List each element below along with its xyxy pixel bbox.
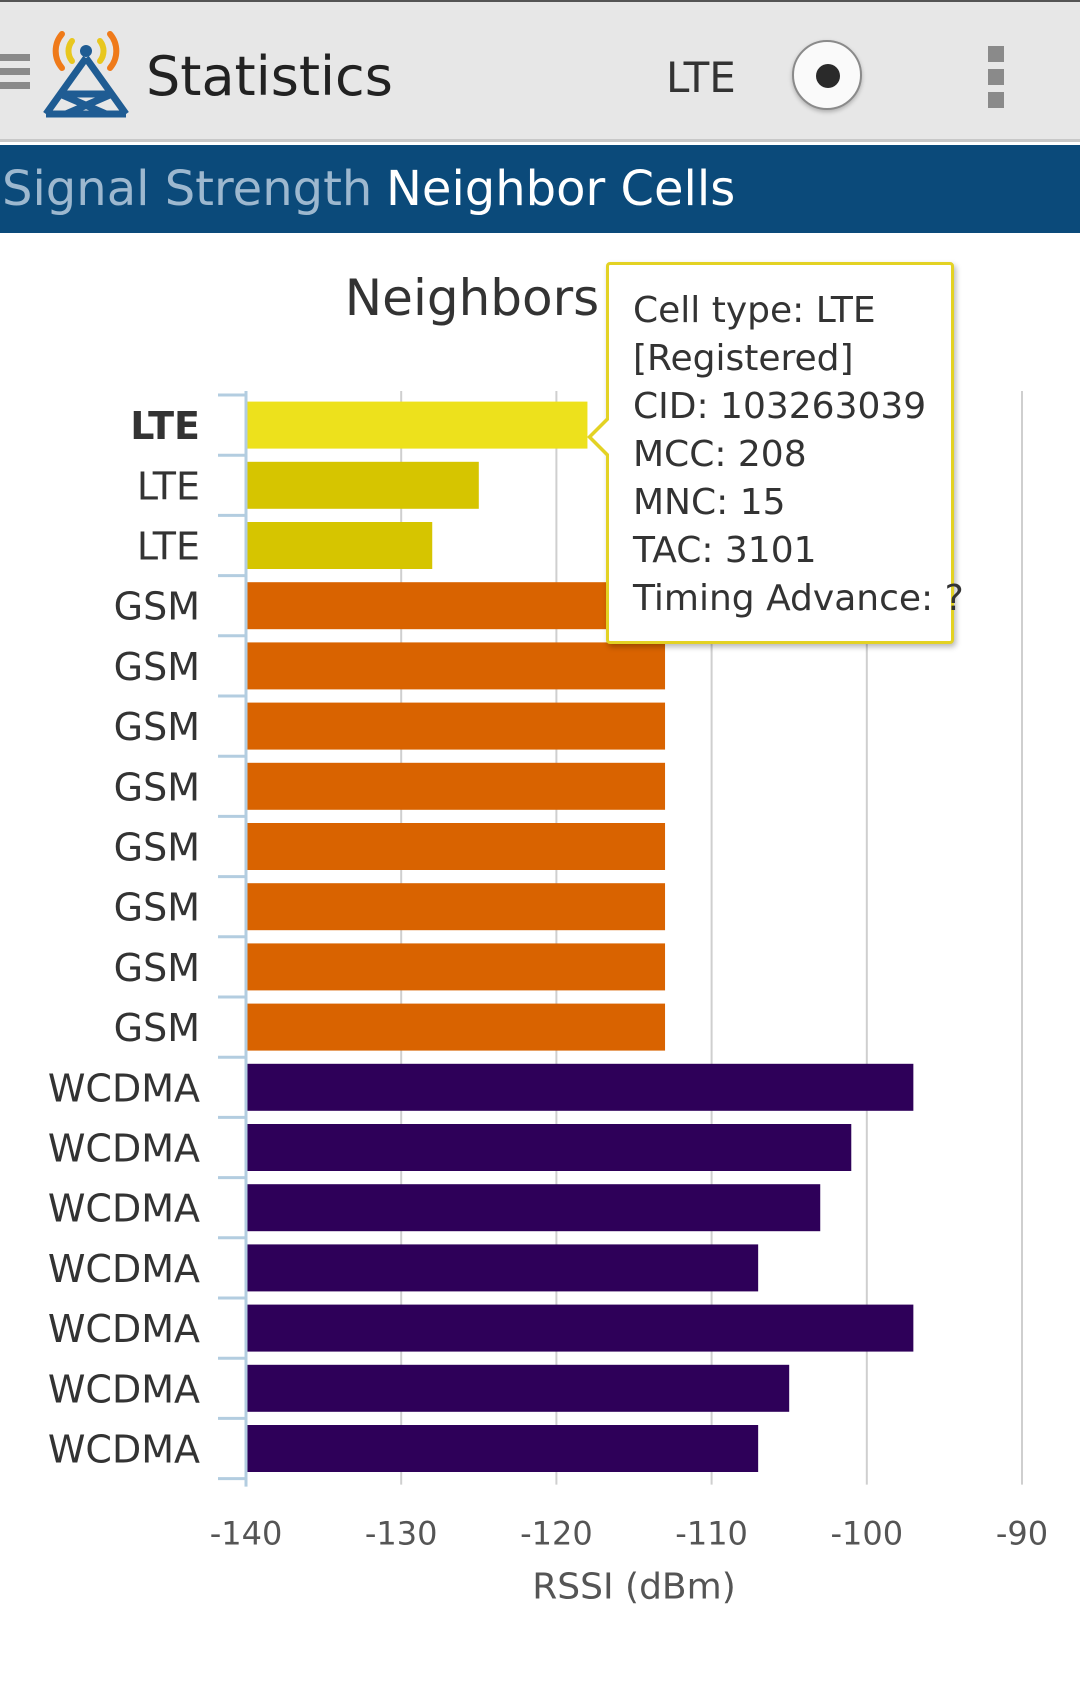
cell-tooltip: Cell type: LTE [Registered] CID: 1032630… — [606, 262, 954, 644]
x-tick-label: -130 — [365, 1515, 438, 1553]
category-label: GSM — [114, 946, 200, 990]
bar — [246, 1425, 758, 1472]
bar — [246, 943, 665, 990]
page-title: Statistics — [146, 42, 393, 112]
bar — [246, 1064, 913, 1111]
category-label: WCDMA — [48, 1187, 200, 1231]
category-label: GSM — [114, 705, 200, 749]
category-label: GSM — [114, 765, 200, 809]
bar — [246, 1124, 851, 1171]
tooltip-timing-advance: Timing Advance: ? — [633, 575, 951, 623]
record-icon — [816, 64, 840, 88]
category-label: WCDMA — [48, 1247, 200, 1291]
x-tick-label: -90 — [996, 1515, 1048, 1553]
tab-bar: Signal Strength Neighbor Cells — [0, 145, 1080, 233]
category-label: GSM — [114, 645, 200, 689]
tooltip-tac: TAC: 3101 — [633, 527, 951, 575]
category-label: LTE — [137, 464, 200, 508]
antenna-tower-icon[interactable] — [36, 24, 136, 124]
bar — [246, 703, 665, 750]
category-label: WCDMA — [48, 1367, 200, 1411]
tooltip-cell-type: Cell type: LTE — [633, 287, 951, 335]
category-label: LTE — [130, 404, 200, 448]
bar — [246, 522, 432, 569]
bar — [246, 1244, 758, 1291]
category-label: GSM — [114, 1006, 200, 1050]
category-label: GSM — [114, 826, 200, 870]
network-type-label: LTE — [666, 48, 736, 108]
tab-signal-strength[interactable]: Signal Strength — [2, 159, 372, 219]
x-tick-label: -120 — [520, 1515, 593, 1553]
category-label: WCDMA — [48, 1066, 200, 1110]
bar — [246, 402, 587, 449]
action-bar: Statistics LTE — [0, 0, 1080, 142]
bar — [246, 1004, 665, 1051]
category-label: WCDMA — [48, 1307, 200, 1351]
tooltip-registered: [Registered] — [633, 335, 951, 383]
tooltip-mcc: MCC: 208 — [633, 431, 951, 479]
x-tick-label: -140 — [210, 1515, 283, 1553]
bar — [246, 642, 665, 689]
tab-neighbor-cells[interactable]: Neighbor Cells — [386, 159, 735, 219]
bar — [246, 883, 665, 930]
record-button[interactable] — [792, 40, 862, 110]
x-tick-label: -110 — [675, 1515, 748, 1553]
bar — [246, 1305, 913, 1352]
category-label: GSM — [114, 585, 200, 629]
bar — [246, 462, 479, 509]
menu-icon[interactable] — [0, 54, 30, 94]
bar — [246, 1365, 789, 1412]
category-label: LTE — [137, 525, 200, 569]
x-tick-label: -100 — [830, 1515, 903, 1553]
category-label: WCDMA — [48, 1127, 200, 1171]
tooltip-cid: CID: 103263039 — [633, 383, 951, 431]
chart-title: Neighbors — [345, 269, 599, 327]
tooltip-mnc: MNC: 15 — [633, 479, 951, 527]
more-vert-icon[interactable] — [986, 46, 1008, 108]
x-axis-label: RSSI (dBm) — [532, 1567, 735, 1608]
category-label: WCDMA — [48, 1428, 200, 1472]
bar — [246, 823, 665, 870]
bar — [246, 582, 665, 629]
bar — [246, 1184, 820, 1231]
category-label: GSM — [114, 886, 200, 930]
bar — [246, 763, 665, 810]
